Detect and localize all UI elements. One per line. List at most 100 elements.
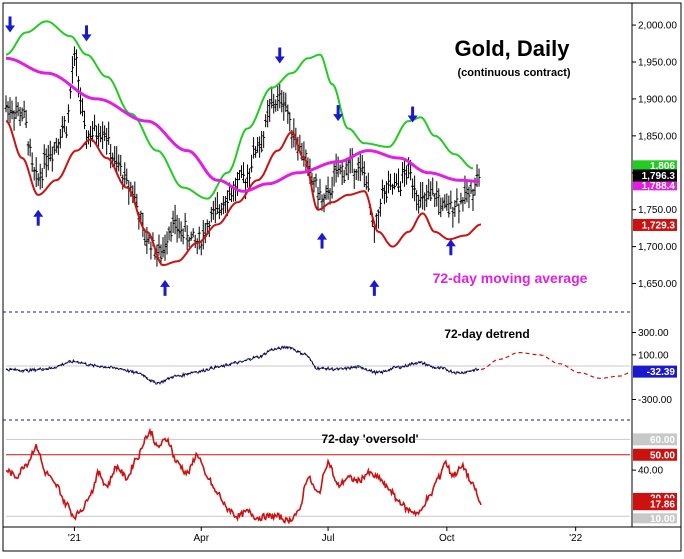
down-arrow-icon: [333, 105, 344, 122]
price-bar: [72, 46, 76, 67]
price-bar: [123, 162, 127, 187]
price-bar: [83, 110, 87, 130]
up-arrow-icon-head: [369, 279, 380, 287]
price-bar: [433, 193, 437, 208]
price-bar: [411, 178, 415, 199]
down-arrow-icon-head: [333, 114, 344, 122]
price-bar: [403, 160, 407, 187]
price-bar: [80, 98, 84, 117]
down-arrow-icon-head: [5, 25, 16, 33]
price-bar: [260, 131, 264, 153]
price-bar: [471, 188, 475, 212]
price-bar: [431, 177, 435, 196]
lower-band-value-badge-bg: [633, 218, 677, 231]
price-bar: [443, 194, 447, 209]
price-bar: [195, 238, 199, 255]
oversold-lower-badge-text: 10.00: [650, 514, 675, 525]
price-bar: [22, 100, 26, 118]
price-bar: [384, 181, 388, 203]
price-bar: [334, 153, 338, 183]
price-bar: [413, 175, 417, 202]
up-arrow-icon-head: [317, 232, 328, 240]
price-bar: [223, 195, 227, 213]
ma-value-badge-bg: [633, 180, 677, 191]
price-bar: [358, 152, 362, 182]
price-bar: [425, 184, 429, 208]
price-bar: [278, 84, 282, 109]
detrend-smooth-line: [5, 346, 479, 384]
price-bar: [109, 143, 113, 169]
price-bar: [461, 197, 465, 212]
price-bar: [62, 115, 66, 133]
price-bar: [50, 146, 54, 172]
lower-band-value-badge-text: 1,729.3: [642, 220, 676, 231]
price-bar: [20, 107, 24, 122]
price-bar: [437, 188, 441, 215]
price-bar: [282, 91, 286, 121]
price-bar: [467, 186, 471, 209]
price-bar: [380, 179, 384, 199]
price-bar: [457, 203, 461, 224]
price-bar: [326, 176, 330, 200]
price-bar: [250, 154, 254, 173]
price-bar: [390, 183, 394, 195]
price-bar: [42, 144, 46, 169]
price-bar: [97, 123, 101, 147]
oversold-top-badge-text: 60.00: [650, 435, 675, 446]
x-tick-label: Apr: [193, 533, 209, 544]
price-bar: [107, 121, 111, 145]
down-arrow-icon: [274, 47, 285, 64]
price-bar: [427, 178, 431, 200]
price-y-tick-label: 1,900.00: [638, 94, 677, 105]
moving-average-line: [6, 56, 479, 193]
price-bar: [113, 146, 117, 167]
price-bar: [364, 175, 368, 190]
oversold-upper-badge-bg: [633, 448, 677, 461]
price-bar: [252, 137, 256, 159]
price-bar: [48, 140, 52, 162]
price-bar: [99, 125, 103, 143]
price-bar: [376, 209, 380, 229]
detrend-title: 72-day detrend: [444, 327, 529, 341]
last-price-badge-bg: [633, 169, 677, 182]
price-bar: [322, 193, 326, 213]
price-bar: [74, 49, 78, 77]
detrend-panel: [5, 345, 631, 385]
price-bar: [87, 130, 91, 145]
oversold-y-tick-label: 40.00: [638, 466, 663, 477]
price-bar: [197, 226, 201, 250]
price-bar: [449, 190, 453, 210]
price-bar: [8, 97, 12, 124]
price-bar: [258, 136, 262, 158]
price-bar: [173, 204, 177, 235]
x-tick-label: '21: [68, 533, 81, 544]
price-bar: [405, 165, 409, 185]
price-bar: [270, 86, 274, 109]
oversold-value-badge-text: 17.86: [650, 500, 675, 511]
x-tick-label: '22: [569, 533, 582, 544]
price-bar: [93, 114, 97, 132]
price-bar: [354, 169, 358, 181]
x-tick-label: Jul: [322, 533, 335, 544]
price-bar: [455, 188, 459, 207]
price-bar: [44, 148, 48, 178]
chart-subtitle: (continuous contract): [457, 67, 570, 79]
axis-layer: 1,650.001,700.001,750.001,800.001,850.00…: [68, 21, 677, 544]
price-bar: [268, 98, 272, 122]
price-bar: [356, 157, 360, 181]
price-bar: [435, 181, 439, 207]
price-bar: [185, 225, 189, 251]
price-bar: [149, 241, 153, 260]
price-bar: [95, 125, 99, 146]
price-bar: [24, 109, 28, 129]
price-bar: [274, 99, 278, 112]
price-bar: [187, 236, 191, 248]
price-bar: [262, 131, 266, 149]
price-bar: [119, 154, 123, 177]
price-bar: [276, 84, 280, 112]
price-bar: [163, 234, 167, 261]
price-bar: [374, 213, 378, 230]
lower-band-line: [5, 120, 482, 267]
